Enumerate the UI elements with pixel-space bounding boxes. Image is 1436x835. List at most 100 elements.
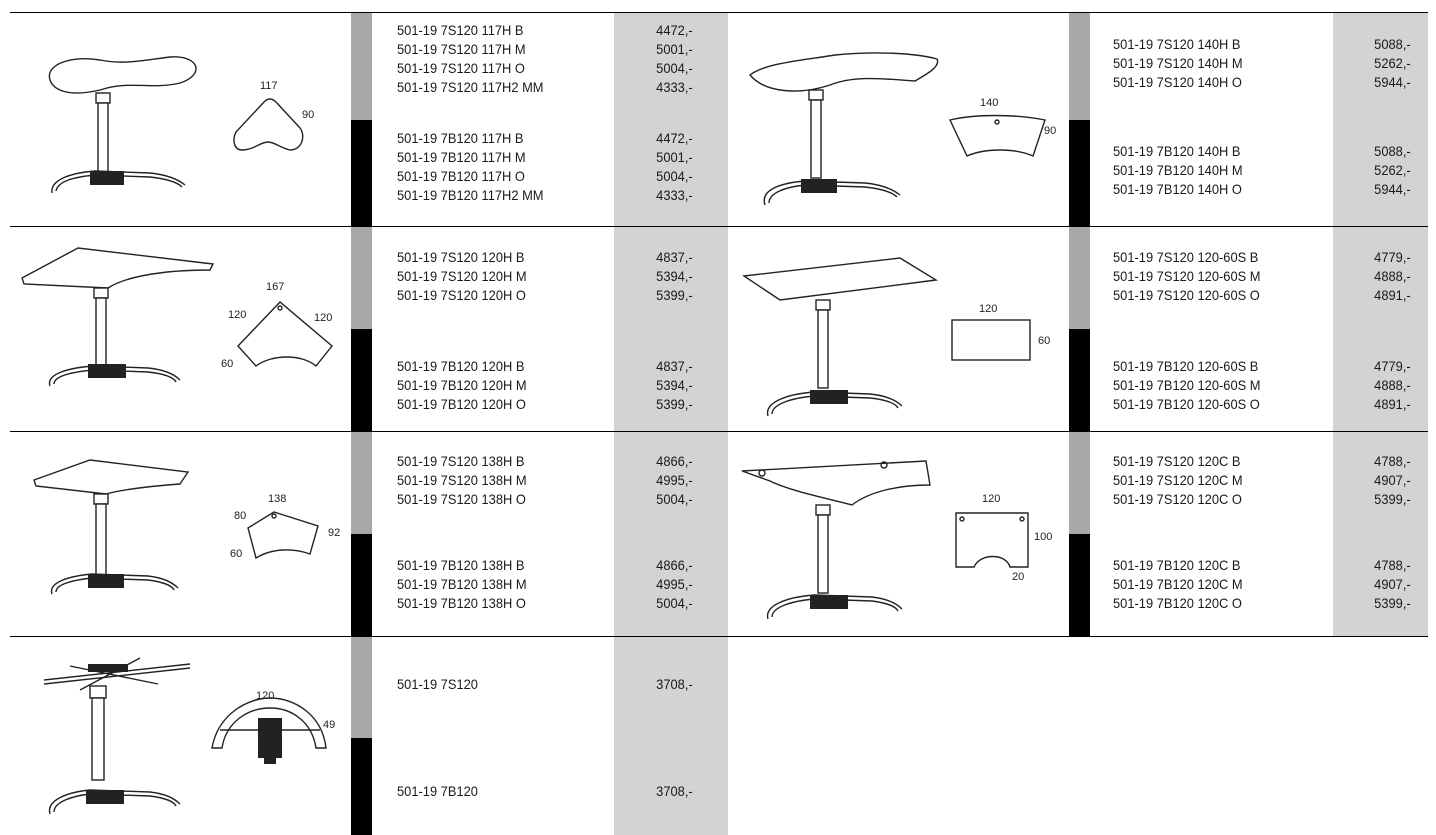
product-code: 501-19 7S120 138H O: [397, 491, 526, 507]
product-codes-black: 501-19 7B120 117H B 501-19 7B120 117H M …: [397, 129, 544, 205]
product-code: 501-19 7B120 120H B: [397, 358, 525, 374]
price: 5944,-: [1374, 181, 1411, 197]
dimension-label: 167: [266, 281, 285, 293]
product-codes-aluminium: 501-19 7S120 140H B 501-19 7S120 140H M …: [1113, 35, 1243, 92]
price: 5004,-: [656, 491, 693, 507]
price: 4866,-: [656, 557, 693, 573]
dimension-label: 100: [1034, 531, 1053, 543]
product-code: 501-19 7B120 120C M: [1113, 576, 1243, 592]
product-code: 501-19 7S120 117H M: [397, 41, 526, 57]
price-column: [614, 13, 728, 226]
color-bar-aluminium: [351, 227, 372, 329]
price: 5394,-: [656, 268, 693, 284]
desk-frame-top-shape: [211, 697, 327, 764]
price: 4888,-: [1374, 377, 1411, 393]
price: 4891,-: [1374, 287, 1411, 303]
prices-aluminium: 4837,- 5394,- 5399,-: [656, 248, 693, 305]
product-code: 501-19 7S120 120-60S B: [1113, 249, 1259, 265]
price: 4907,-: [1374, 472, 1411, 488]
price: 5394,-: [656, 377, 693, 393]
desk-120-60s-top-shape: [951, 319, 1031, 361]
price: 4995,-: [656, 472, 693, 488]
product-code: 501-19 7S120 120C M: [1113, 472, 1243, 488]
color-bar-black: [351, 534, 372, 636]
product-code: 501-19 7S120 138H B: [397, 453, 525, 469]
color-bar-aluminium: [1069, 227, 1090, 329]
product-code: 501-19 7B120 117H B: [397, 130, 524, 146]
dimension-label: 138: [268, 493, 287, 505]
price: 5399,-: [656, 396, 693, 412]
color-bar-aluminium: [351, 432, 372, 534]
dimension-label: 60: [1038, 335, 1051, 347]
product-code: 501-19 7S120: [397, 676, 478, 692]
price: 5004,-: [656, 595, 693, 611]
price: 4788,-: [1374, 557, 1411, 573]
prices-black: 4837,- 5394,- 5399,-: [656, 357, 693, 414]
product-codes-black: 501-19 7B120 140H B 501-19 7B120 140H M …: [1113, 142, 1243, 199]
price: 4866,-: [656, 453, 693, 469]
dimension-label: 90: [302, 109, 315, 121]
product-code: 501-19 7B120 120H O: [397, 396, 526, 412]
price: 4837,-: [656, 249, 693, 265]
price: 5088,-: [1374, 143, 1411, 159]
product-codes-black: 501-19 7B120 120H B 501-19 7B120 120H M …: [397, 357, 527, 414]
dimension-label: 49: [323, 719, 336, 731]
dimension-label: 60: [230, 548, 243, 560]
product-codes-black: 501-19 7B120: [397, 782, 478, 801]
prices-black: 4788,- 4907,- 5399,-: [1374, 556, 1411, 613]
product-code: 501-19 7S120 120H O: [397, 287, 526, 303]
prices-aluminium: 4779,- 4888,- 4891,-: [1374, 248, 1411, 305]
color-bar-black: [1069, 120, 1090, 226]
product-codes-aluminium: 501-19 7S120 120C B 501-19 7S120 120C M …: [1113, 452, 1243, 509]
prices-aluminium: 5088,- 5262,- 5944,-: [1374, 35, 1411, 92]
product-code: 501-19 7B120 117H O: [397, 168, 525, 184]
prices-black: 4866,- 4995,- 5004,-: [656, 556, 693, 613]
dimension-label: 117: [260, 80, 278, 92]
dimension-label: 140: [980, 97, 999, 109]
product-code: 501-19 7B120 138H M: [397, 576, 527, 592]
price: 5088,-: [1374, 36, 1411, 52]
prices-black: 4779,- 4888,- 4891,-: [1374, 357, 1411, 414]
prices-aluminium: 4866,- 4995,- 5004,-: [656, 452, 693, 509]
product-code: 501-19 7S120 120C O: [1113, 491, 1242, 507]
price-column: [1333, 227, 1428, 431]
product-code: 501-19 7B120 120C O: [1113, 595, 1242, 611]
product-code: 501-19 7S120 120-60S O: [1113, 287, 1260, 303]
price: 4888,-: [1374, 268, 1411, 284]
color-bar-aluminium: [1069, 13, 1090, 120]
product-codes-black: 501-19 7B120 138H B 501-19 7B120 138H M …: [397, 556, 527, 613]
prices-aluminium: 4472,- 5001,- 5004,- 4333,-: [656, 21, 693, 97]
product-codes-aluminium: 501-19 7S120: [397, 675, 478, 694]
price: 4333,-: [656, 187, 693, 203]
product-code: 501-19 7S120 140H M: [1113, 55, 1243, 71]
product-code: 501-19 7B120 140H B: [1113, 143, 1241, 159]
product-codes-black: 501-19 7B120 120-60S B 501-19 7B120 120-…: [1113, 357, 1261, 414]
price: 5944,-: [1374, 74, 1411, 90]
price: 5004,-: [656, 168, 693, 184]
desk-120-60s-illustration: [742, 257, 939, 417]
price: 4837,-: [656, 358, 693, 374]
price: 3708,-: [656, 676, 693, 692]
price: 5399,-: [1374, 595, 1411, 611]
prices-black: 3708,-: [656, 782, 693, 801]
price: 4333,-: [656, 79, 693, 95]
price: 5262,-: [1374, 55, 1411, 71]
product-codes-black: 501-19 7B120 120C B 501-19 7B120 120C M …: [1113, 556, 1243, 613]
product-code: 501-19 7B120 138H B: [397, 557, 525, 573]
price: 5001,-: [656, 41, 693, 57]
product-codes-aluminium: 501-19 7S120 117H B 501-19 7S120 117H M …: [397, 21, 544, 97]
price-column: [1333, 432, 1428, 636]
product-code: 501-19 7B120 117H2 MM: [397, 187, 544, 203]
price: 5399,-: [656, 287, 693, 303]
desk-120c-illustration: [741, 460, 931, 620]
product-code: 501-19 7S120 120C B: [1113, 453, 1241, 469]
price-column: [614, 637, 728, 835]
prices-aluminium: 3708,-: [656, 675, 693, 694]
product-code: 501-19 7B120 140H O: [1113, 181, 1242, 197]
product-code: 501-19 7S120 117H O: [397, 60, 525, 76]
product-code: 501-19 7B120 138H O: [397, 595, 526, 611]
prices-aluminium: 4788,- 4907,- 5399,-: [1374, 452, 1411, 509]
desk-120h-illustration: [21, 247, 215, 387]
price: 4472,-: [656, 22, 693, 38]
price: 5262,-: [1374, 162, 1411, 178]
